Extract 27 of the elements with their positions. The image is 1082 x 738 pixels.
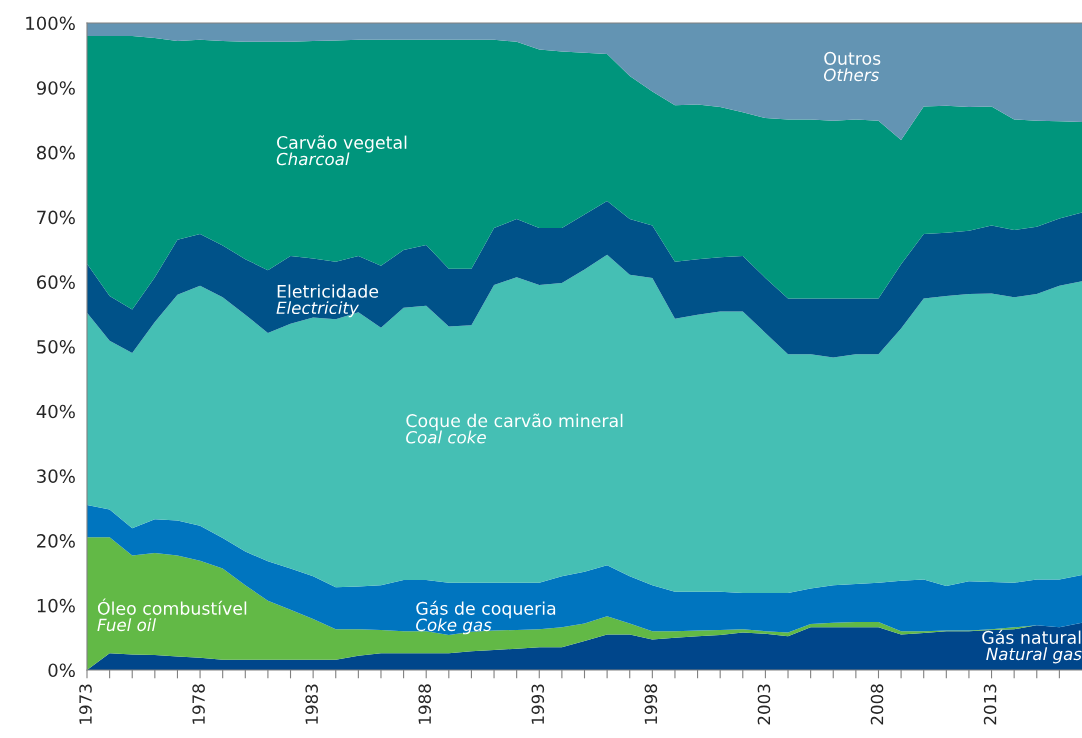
y-tick-label: 70% — [37, 210, 75, 225]
x-tick-label: 2008 — [870, 684, 884, 725]
series-label: Outros Others — [823, 51, 881, 82]
y-tick-label: 0% — [48, 663, 75, 678]
x-tick-label: 2003 — [757, 684, 771, 725]
y-tick-label: 60% — [37, 275, 75, 289]
series-label: Carvão vegetal Charcoal — [276, 135, 407, 166]
series-label: Eletricidade Electricity — [276, 284, 379, 318]
y-tick-label: 20% — [37, 534, 75, 548]
series-label: Coque de carvão mineral Coal coke — [406, 413, 623, 444]
y-tick-label: 90% — [36, 81, 75, 95]
series-label: Óleo combustível Fuel oil — [97, 598, 247, 632]
y-tick-label: 30% — [37, 469, 75, 484]
y-tick-label: 50% — [37, 339, 75, 354]
y-tick-label: 10% — [37, 598, 75, 613]
x-tick-label: 1973 — [79, 684, 92, 724]
series-label: Gás natural Natural gas — [982, 629, 1082, 664]
x-tick-label: 1998 — [644, 684, 658, 724]
y-tick-label: 80% — [36, 145, 75, 160]
x-tick-label: 1988 — [418, 684, 432, 724]
x-tick-label: 1978 — [192, 684, 205, 724]
x-tick-label: 1983 — [305, 684, 318, 724]
x-tick-label: 2013 — [983, 684, 997, 725]
x-tick-label: 1993 — [531, 684, 545, 724]
y-tick-label: 40% — [36, 404, 75, 419]
y-tick-label: 100% — [26, 16, 75, 31]
series-label: Gás de coqueria Coke gas — [416, 600, 556, 635]
